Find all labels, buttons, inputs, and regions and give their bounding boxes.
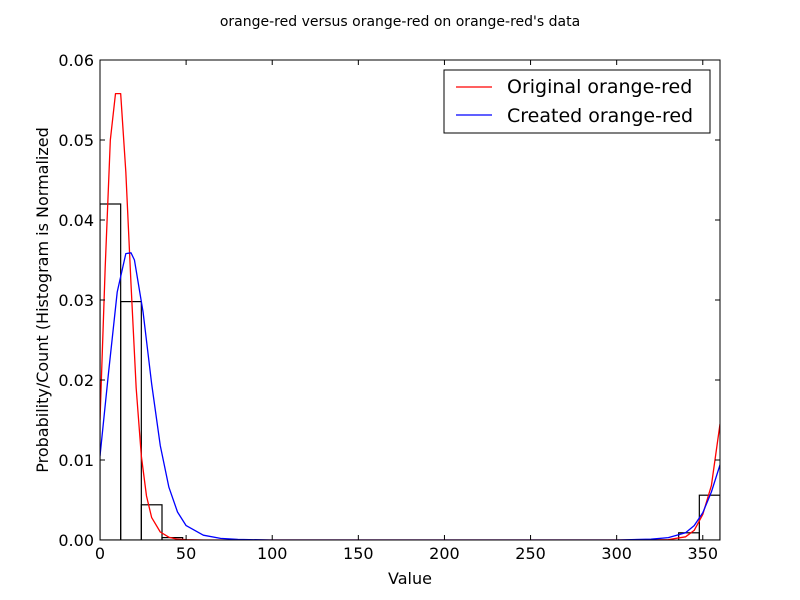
density-lines bbox=[100, 92, 720, 540]
x-tick-label: 50 bbox=[176, 544, 196, 563]
y-tick-label: 0.04 bbox=[58, 211, 94, 230]
axis-ticks: 0 50 100 150 200 250 300 350 0.00 0.01 0.02 0.03 0.0… bbox=[58, 51, 720, 563]
legend: Original orange-red Created orange-red bbox=[443, 69, 711, 134]
y-tick-label: 0.03 bbox=[58, 291, 94, 310]
x-tick-label: 350 bbox=[688, 544, 719, 563]
y-axis-label: Probability/Count (Histogram is Normaliz… bbox=[33, 127, 52, 473]
x-tick-label: 300 bbox=[601, 544, 632, 563]
chart-title: orange-red versus orange-red on orange-r… bbox=[220, 14, 580, 30]
x-axis-label: Value bbox=[388, 569, 432, 588]
plot-area bbox=[100, 60, 720, 540]
y-tick-label: 0.01 bbox=[58, 451, 94, 470]
y-tick-label: 0.05 bbox=[58, 131, 94, 150]
y-tick-label: 0.06 bbox=[58, 51, 94, 70]
legend-label-created: Created orange-red bbox=[507, 105, 693, 127]
legend-box bbox=[443, 69, 711, 134]
series-line-created bbox=[100, 252, 720, 540]
x-tick-label: 150 bbox=[343, 544, 374, 563]
legend-label-original: Original orange-red bbox=[507, 76, 692, 98]
x-tick-label: 250 bbox=[515, 544, 546, 563]
y-tick-label: 0.00 bbox=[58, 531, 94, 550]
x-tick-label: 200 bbox=[429, 544, 460, 563]
y-tick-label: 0.02 bbox=[58, 371, 94, 390]
x-tick-label: 0 bbox=[95, 544, 105, 563]
x-tick-label: 100 bbox=[257, 544, 288, 563]
series-line-original bbox=[100, 92, 720, 540]
histogram-bar bbox=[120, 301, 142, 540]
